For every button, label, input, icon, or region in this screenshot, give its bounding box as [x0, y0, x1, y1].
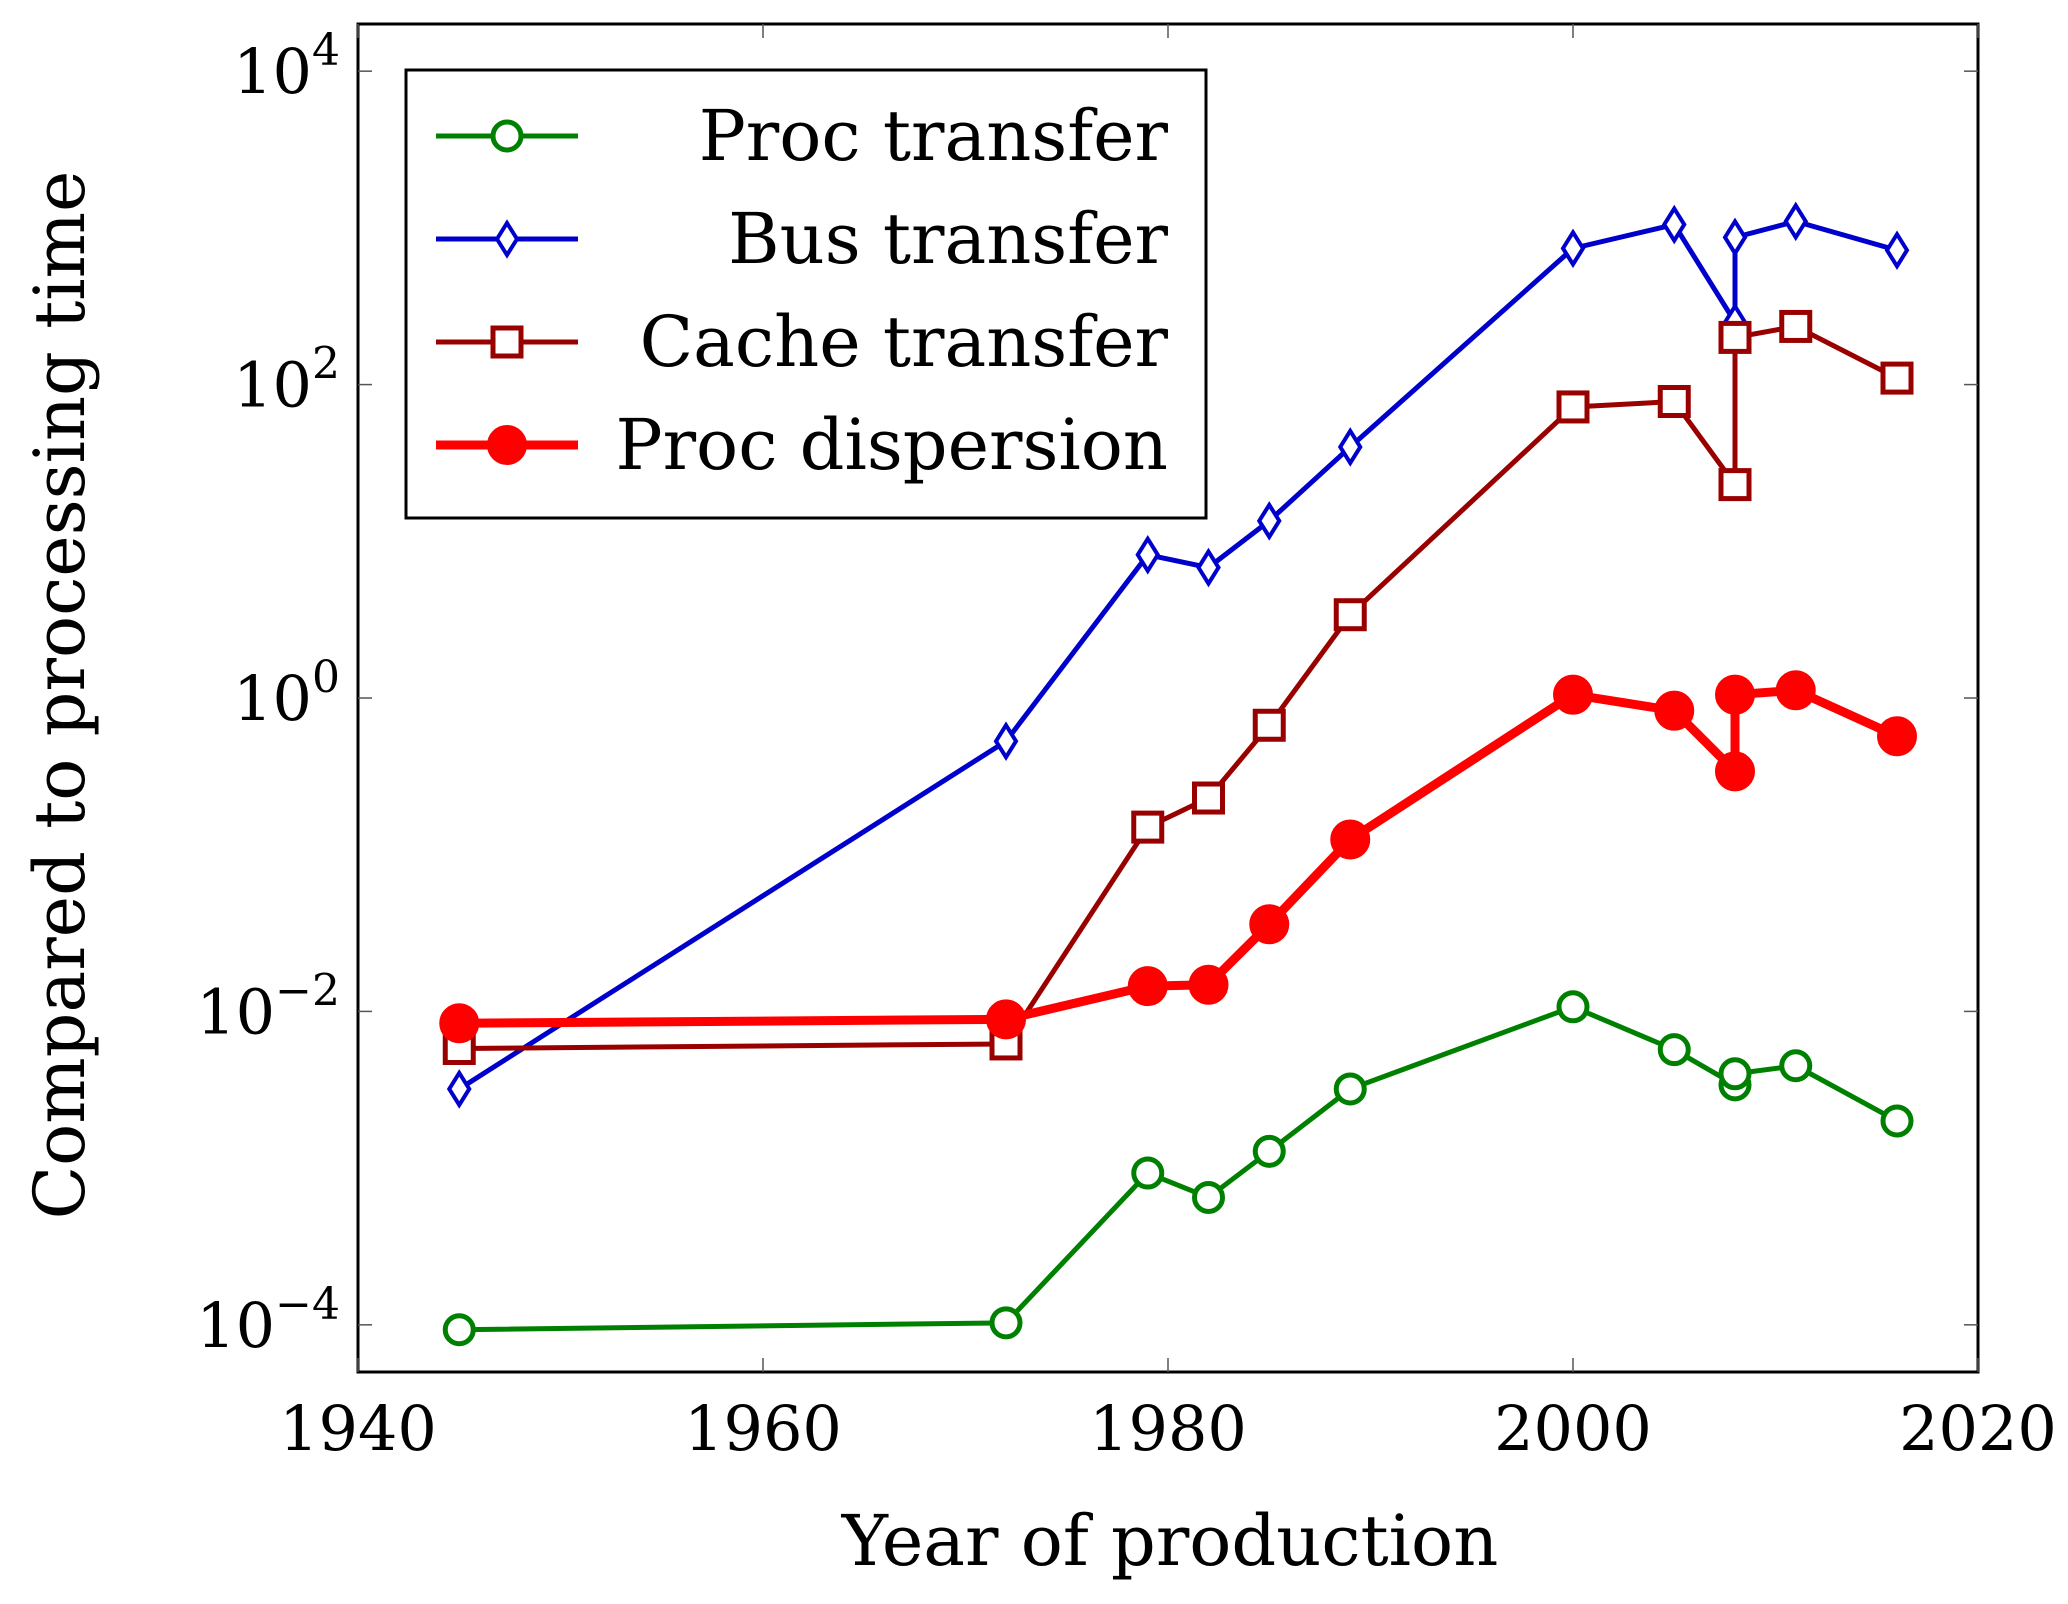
proc-transfer-point	[1657, 1033, 1691, 1067]
proc-transfer-point	[1131, 1156, 1165, 1190]
proc-transfer-point	[1718, 1057, 1752, 1091]
proc-transfer-point	[989, 1306, 1023, 1340]
legend-entry: Cache transfer	[436, 301, 1169, 383]
legend-marker	[487, 425, 527, 465]
cache-transfer-point	[1880, 361, 1914, 395]
bus-transfer-point	[446, 1069, 472, 1109]
cache-transfer-point	[1779, 309, 1813, 343]
x-tick-label: 2000	[1494, 1392, 1652, 1465]
proc-transfer-point	[1333, 1072, 1367, 1106]
proc-dispersion-point	[1553, 674, 1593, 715]
proc-dispersion-point	[1775, 670, 1816, 711]
proc-dispersion-point	[986, 999, 1026, 1040]
proc-dispersion-point	[1249, 904, 1290, 945]
legend-marker	[490, 119, 524, 153]
proc-dispersion-point	[1715, 751, 1755, 792]
y-tick-label: 102	[233, 339, 340, 422]
x-axis-title: Year of production	[841, 1500, 1499, 1582]
legend: Proc transfer Bus transfer Cache transfer P…	[404, 68, 1208, 520]
legend-entry: Bus transfer	[436, 198, 1169, 280]
y-tick-label: 10−2	[196, 965, 340, 1048]
cache-transfer-point	[1252, 708, 1286, 742]
cache-transfer-point	[1657, 384, 1691, 418]
proc-dispersion-point	[1877, 716, 1917, 757]
bus-transfer-point	[1884, 230, 1910, 271]
proc-transfer-point	[1556, 990, 1590, 1024]
bus-transfer-point	[1560, 228, 1586, 269]
proc-dispersion-point	[439, 1003, 480, 1044]
cache-transfer-point	[1718, 320, 1752, 354]
proc-dispersion-point	[1188, 964, 1229, 1005]
legend-entry: Proc transfer	[436, 95, 1169, 177]
legend-label: Bus transfer	[728, 198, 1168, 280]
proc-transfer-point	[1779, 1049, 1813, 1083]
x-tick-label: 1960	[684, 1392, 842, 1465]
series-group	[439, 201, 1917, 1347]
bus-transfer-point	[1661, 204, 1687, 245]
cache-transfer-point	[1131, 810, 1165, 844]
proc-dispersion-line	[459, 685, 1899, 1028]
x-tick-label: 1980	[1089, 1392, 1247, 1465]
proc-dispersion-point	[1127, 966, 1168, 1007]
bus-transfer-point	[1722, 217, 1748, 258]
bus-transfer-point	[1783, 201, 1809, 242]
y-tick-label: 10−4	[196, 1279, 340, 1362]
y-tick-label: 104	[233, 25, 340, 108]
bus-transfer-point	[1196, 547, 1221, 588]
legend-entry: Proc dispersion	[436, 404, 1168, 486]
legend-label: Proc transfer	[699, 95, 1169, 177]
proc-dispersion-point	[1715, 674, 1755, 715]
cache-transfer-point	[1556, 390, 1590, 424]
x-tick-label: 2020	[1899, 1392, 2057, 1465]
proc-transfer-point	[1880, 1104, 1914, 1138]
bus-transfer-point	[993, 721, 1019, 761]
bus-transfer-point	[1337, 427, 1363, 467]
cache-transfer-point	[1333, 598, 1367, 632]
cache-transfer-point	[1718, 468, 1752, 502]
series-bus-transfer	[446, 201, 1910, 1109]
legend-label: Proc dispersion	[615, 404, 1168, 486]
proc-dispersion-point	[1654, 690, 1695, 731]
cache-transfer-point	[1192, 781, 1225, 815]
y-axis-title: Compared to processing time	[19, 171, 101, 1220]
series-proc-dispersion	[439, 670, 1917, 1044]
x-tick-label: 1940	[279, 1392, 437, 1465]
proc-transfer-point	[1252, 1134, 1286, 1168]
axes: 1940 1960 1980 2000 2020 10−4 10−2 100 102 104	[196, 22, 2057, 1465]
proc-transfer-point	[442, 1313, 476, 1347]
legend-label: Cache transfer	[640, 301, 1169, 383]
proc-dispersion-point	[1330, 819, 1371, 860]
bus-transfer-point	[1256, 501, 1282, 541]
legend-marker	[490, 325, 524, 359]
series-proc-transfer	[442, 990, 1914, 1347]
y-tick-label: 100	[233, 652, 340, 735]
bus-transfer-point	[1135, 535, 1161, 575]
legend-marker	[494, 219, 520, 259]
proc-transfer-point	[1192, 1180, 1225, 1214]
